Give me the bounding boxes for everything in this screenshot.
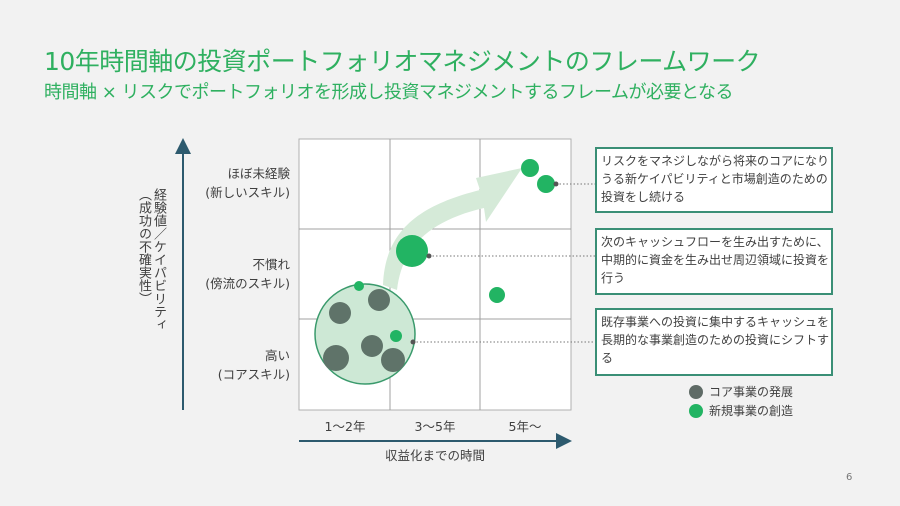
y-axis-title: （成功の不確実性） 経験値／ケイパビリティ (136, 188, 166, 331)
page-title: 10年時間軸の投資ポートフォリオマネジメントのフレームワーク (44, 47, 761, 76)
y-axis-title-main: 経験値／ケイパビリティ (151, 188, 166, 331)
x-label-1: 1〜2年 (324, 419, 366, 434)
y-axis-title-sub: （成功の不確実性） (136, 188, 151, 305)
legend-core-dot (689, 384, 703, 399)
y-label-new: ほぼ未経験 (新しいスキル) (205, 166, 290, 200)
page-number: 6 (846, 472, 853, 483)
x-axis-title: 収益化までの時間 (384, 448, 485, 463)
y-label-unfamiliar: 不慣れ (傍流のスキル) (205, 257, 290, 291)
legend-core: コア事業の発展 (689, 383, 793, 400)
callout-core: 既存事業への投資に集中するキャッシュを長期的な事業創造のための投資にシフトする (595, 308, 833, 376)
x-label-2: 3〜5年 (414, 419, 456, 434)
page-subtitle: 時間軸 × リスクでポートフォリオを形成し投資マネジメントするフレームが必要とな… (44, 82, 733, 103)
new-business-dots (354, 159, 555, 342)
legend-new-dot (689, 403, 703, 418)
x-label-3: 5年〜 (508, 419, 542, 434)
core-business-dots (323, 289, 405, 372)
callout-leaders (413, 183, 595, 343)
legend-new: 新規事業の創造 (689, 402, 793, 419)
y-label-core: 高い (コアスキル) (217, 348, 290, 382)
callout-new: リスクをマネジしながら将来のコアになりうる新ケイパビリティと市場創造のための投資… (595, 147, 833, 213)
growth-arrow (383, 168, 522, 290)
callout-mid: 次のキャッシュフローを生み出すために、中期的に資金を生み出せ周辺領域に投資を行う (595, 228, 833, 295)
